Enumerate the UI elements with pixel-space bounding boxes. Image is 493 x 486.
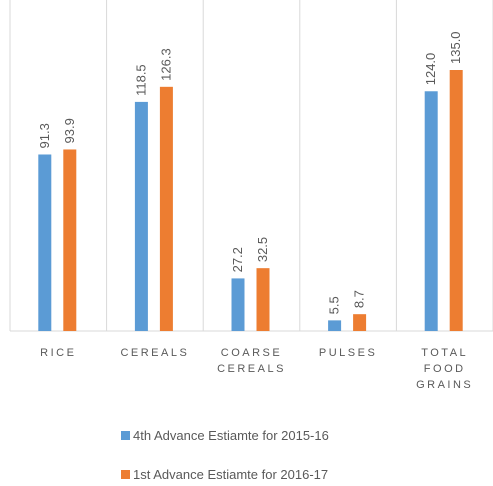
category-label: COARSE CEREALS [217, 347, 286, 375]
value-label: 118.5 [133, 64, 148, 96]
value-label: 5.5 [327, 296, 342, 314]
legend-label: 1st Advance Estiamte for 2016-17 [133, 467, 328, 482]
category-label: TOTAL FOOD GRAINS [416, 347, 474, 391]
bar [159, 86, 173, 331]
bar [63, 149, 77, 331]
value-label: 8.7 [352, 290, 367, 308]
value-label: 91.3 [37, 123, 52, 148]
legend-swatch [121, 431, 130, 440]
value-label: 32.5 [255, 237, 270, 262]
bar [134, 101, 148, 332]
legend-swatch [121, 470, 130, 479]
bar [231, 278, 245, 331]
bar [328, 320, 342, 331]
bar [353, 314, 367, 331]
bar [424, 91, 438, 332]
value-label: 135.0 [448, 31, 463, 64]
value-label: 126.3 [158, 48, 173, 81]
value-label: 27.2 [230, 247, 245, 272]
category-label: PULSES [318, 347, 378, 359]
category-label: CEREALS [120, 347, 190, 359]
value-label: 124.0 [423, 53, 438, 86]
value-label: 93.9 [62, 118, 77, 143]
bar [256, 268, 270, 331]
bar [449, 70, 463, 331]
category-label: RICE [40, 347, 77, 359]
bar [38, 154, 52, 331]
legend-label: 4th Advance Estiamte for 2015-16 [133, 428, 329, 443]
